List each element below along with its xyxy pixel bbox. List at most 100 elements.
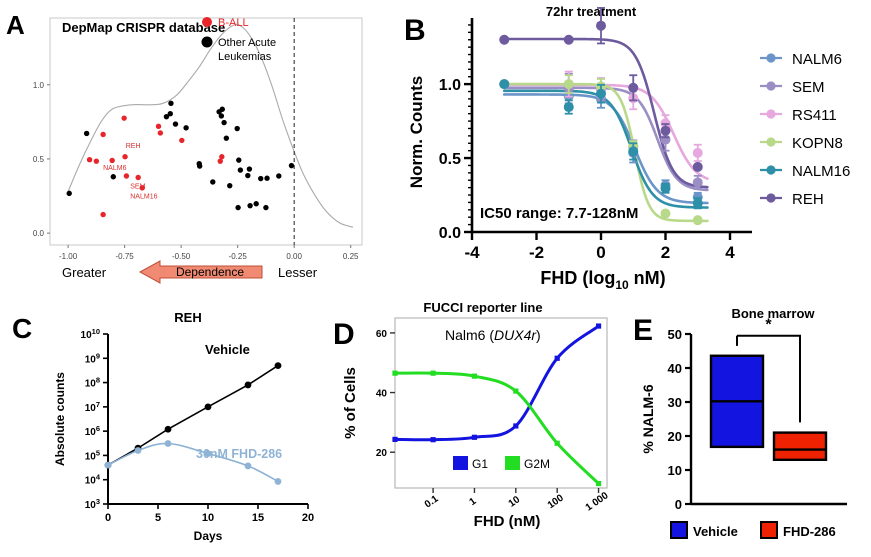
legend-item-kopn8 [760, 137, 782, 147]
data-point [692, 177, 703, 188]
legend-label: NALM16 [792, 163, 850, 180]
series-nalm16 [499, 79, 703, 210]
panel-b-chart: B 72hr treatment 0.0 0.5 1.0 -4 -2 0 2 4 Norm. Cou… [404, 4, 850, 292]
legend-marker [766, 165, 776, 175]
data-point [596, 20, 606, 31]
scatter-point [264, 175, 270, 181]
scatter-point [109, 157, 115, 164]
y-tick-label: 1.0 [33, 81, 45, 90]
panel-d-chart: D FUCCI reporter line 20 40 60 0.1 1 10 100 1 000… [333, 300, 611, 530]
scatter-point [276, 173, 282, 179]
data-point [392, 436, 398, 442]
x-tick-label: -0.25 [229, 252, 248, 261]
data-point [244, 381, 252, 389]
legend-swatch-fhd286 [760, 521, 778, 539]
legend-label: REH [792, 191, 824, 208]
legend-label-g2m: G2M [524, 457, 550, 471]
data-point [499, 34, 510, 45]
legend-swatch-vehicle [670, 521, 688, 539]
scatter-point [163, 113, 170, 120]
data-point [430, 370, 436, 376]
y-tick-label: 0.0 [33, 229, 45, 238]
legend-item-reh [760, 193, 782, 203]
scatter-point [263, 204, 269, 211]
x-tick-label: -0.50 [172, 252, 191, 261]
y-tick-label: 30 [668, 395, 682, 410]
x-tick-label: -1.00 [59, 252, 78, 261]
fucci-curve-g1 [393, 324, 601, 442]
scatter-point [183, 125, 189, 131]
y-tick-label: 0.0 [439, 225, 461, 242]
y-tick-label: 40 [668, 361, 682, 376]
data-point [513, 388, 519, 394]
data-point [692, 147, 703, 158]
y-tick-label: 103 [85, 497, 100, 511]
dose-response-curve-nalm16 [502, 89, 709, 209]
scatter-point [235, 204, 241, 211]
scatter-point [246, 166, 253, 172]
scatter-series-other-acute-leukemias [66, 100, 295, 211]
scatter-point-label: SEM [130, 184, 145, 191]
scatter-point [196, 163, 203, 169]
scatter-point [217, 158, 223, 164]
data-point [628, 82, 639, 93]
panel-b-title: 72hr treatment [546, 4, 637, 19]
x-tick-label: 0 [105, 512, 111, 524]
series-reh [499, 7, 703, 172]
scatter-point [86, 156, 93, 163]
legend-item-nalm16 [760, 165, 782, 175]
data-point [430, 437, 436, 443]
scatter-point [139, 185, 145, 191]
scatter-point [179, 137, 185, 144]
scatter-point [223, 135, 230, 141]
scatter-point [219, 106, 225, 112]
scatter-point [110, 174, 117, 180]
legend-label-b-all: B-ALL [218, 17, 249, 29]
data-point [660, 208, 671, 219]
legend-marker [766, 193, 776, 203]
scatter-point [237, 167, 244, 173]
panel-e-ylabel: % NALM-6 [640, 384, 656, 453]
x-tick-label: 100 [546, 492, 566, 511]
scatter-point [157, 130, 164, 136]
data-point [563, 34, 574, 45]
data-point [554, 355, 560, 361]
x-tick-label: 1 000 [584, 490, 611, 514]
panel-c: C REH 103 104 105 106 107 108 109 1010 0 5 10 15 20 Abs… [0, 296, 330, 557]
data-point [692, 198, 703, 209]
scatter-point [167, 110, 173, 117]
significance-marker: * [765, 317, 772, 334]
legend-marker [766, 137, 776, 147]
panel-a-plot-frame [49, 17, 363, 246]
data-point [660, 125, 671, 136]
y-tick-label: 109 [85, 351, 100, 365]
x-tick-label: 0.00 [286, 252, 302, 261]
data-point [471, 373, 478, 379]
y-tick-label: 20 [376, 448, 388, 459]
y-tick-label: 0.5 [33, 155, 45, 164]
x-tick-label: 1 [468, 496, 479, 508]
panel-a-letter: A [6, 10, 25, 40]
dependence-arrow [138, 260, 263, 284]
x-tick-label: 20 [302, 512, 314, 524]
scatter-point [258, 175, 264, 182]
x-tick-label: 5 [155, 512, 161, 524]
scatter-point [155, 123, 162, 130]
panel-d-letter: D [333, 318, 355, 351]
data-point [563, 79, 574, 90]
data-point [595, 323, 602, 329]
scatter-point [236, 157, 242, 163]
scatter-point [210, 179, 216, 185]
data-point [164, 425, 172, 433]
legend-label-other-2: Leukemias [218, 51, 272, 63]
growth-curve-vehicle [107, 364, 279, 466]
scatter-point [135, 174, 141, 181]
panel-d-subtitle: Nalm6 (DUX4r) [445, 327, 541, 343]
y-tick-label: 1.0 [439, 77, 461, 94]
data-point [660, 183, 671, 194]
panel-c-xlabel: Days [194, 529, 223, 543]
data-point [513, 423, 519, 429]
data-point [204, 450, 212, 457]
legend-label-other-1: Other Acute [218, 37, 276, 49]
box-vehicle [709, 354, 765, 449]
